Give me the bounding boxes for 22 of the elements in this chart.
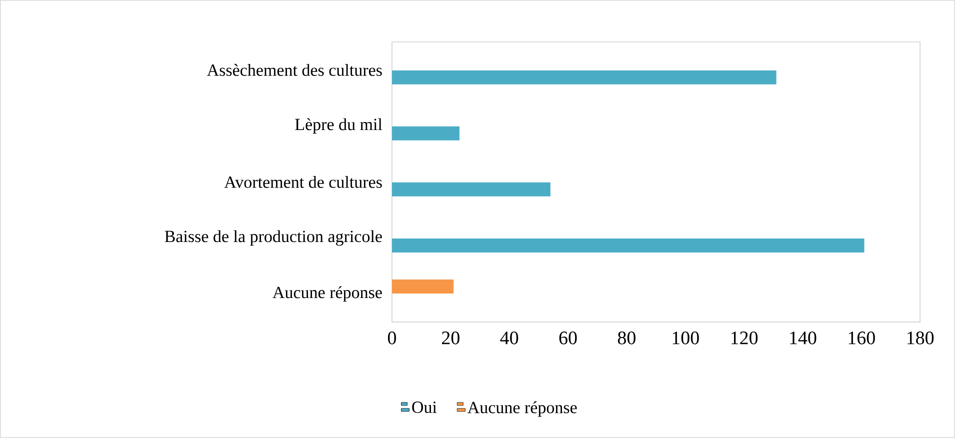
legend-label: Oui [412,402,437,414]
y-tick-label: Assèchement des cultures [206,64,382,76]
bar [392,238,864,253]
bar [392,126,460,140]
x-tick-label: 120 [731,332,758,344]
bar [392,182,550,196]
x-tick-label: 140 [790,332,816,344]
y-tick-label: Baisse de la production agricole [164,230,382,246]
bar [392,280,454,294]
y-tick-label: Lèpre du mil [295,118,382,134]
y-tick-label: Aucune réponse [272,286,382,302]
x-tick-label: 80 [618,332,636,344]
x-tick-label: 100 [672,332,699,344]
x-tick-label: 160 [848,332,875,344]
x-tick-label: 180 [908,332,934,344]
legend-label: Aucune réponse [468,401,577,417]
x-tick-label: 20 [442,332,460,344]
x-tick-label: 60 [559,332,577,344]
x-tick-label: 0 [388,332,396,344]
x-tick-label: 40 [500,332,518,344]
bar [392,70,776,84]
y-tick-label: Avortement de cultures [224,176,382,188]
